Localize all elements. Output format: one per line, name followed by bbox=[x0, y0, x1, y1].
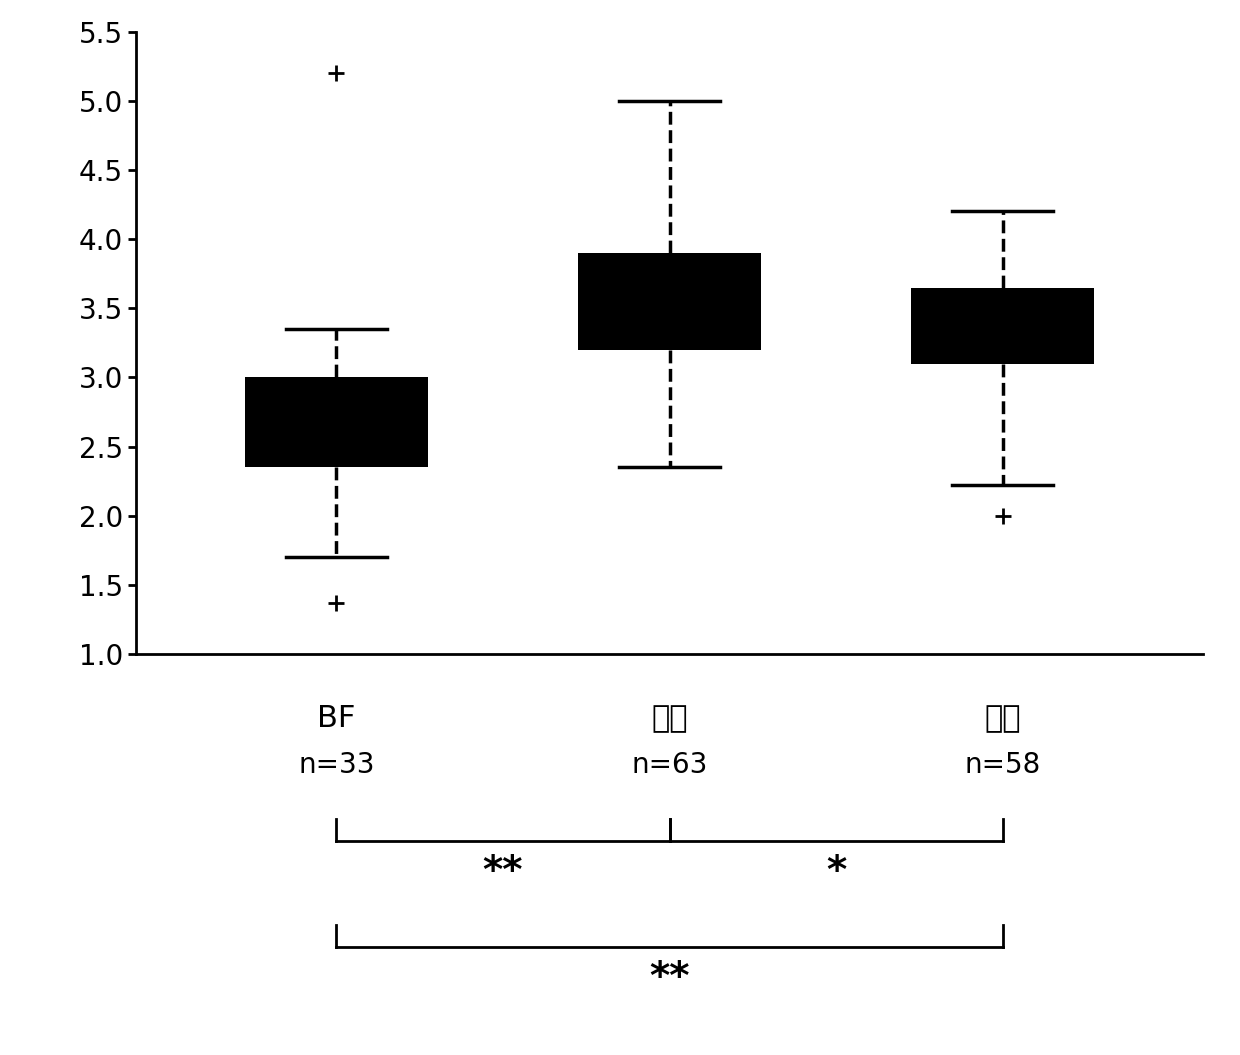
Text: BF: BF bbox=[317, 704, 356, 733]
Bar bbox=[578, 253, 761, 350]
Text: n=33: n=33 bbox=[298, 750, 374, 779]
Text: 测试: 测试 bbox=[985, 704, 1021, 733]
Text: n=58: n=58 bbox=[965, 750, 1040, 779]
Text: **: ** bbox=[650, 959, 689, 997]
Bar bbox=[911, 288, 1095, 364]
Text: **: ** bbox=[482, 853, 523, 891]
Bar bbox=[244, 378, 428, 467]
Text: 对照: 对照 bbox=[651, 704, 688, 733]
Text: *: * bbox=[826, 853, 847, 891]
Text: n=63: n=63 bbox=[631, 750, 708, 779]
